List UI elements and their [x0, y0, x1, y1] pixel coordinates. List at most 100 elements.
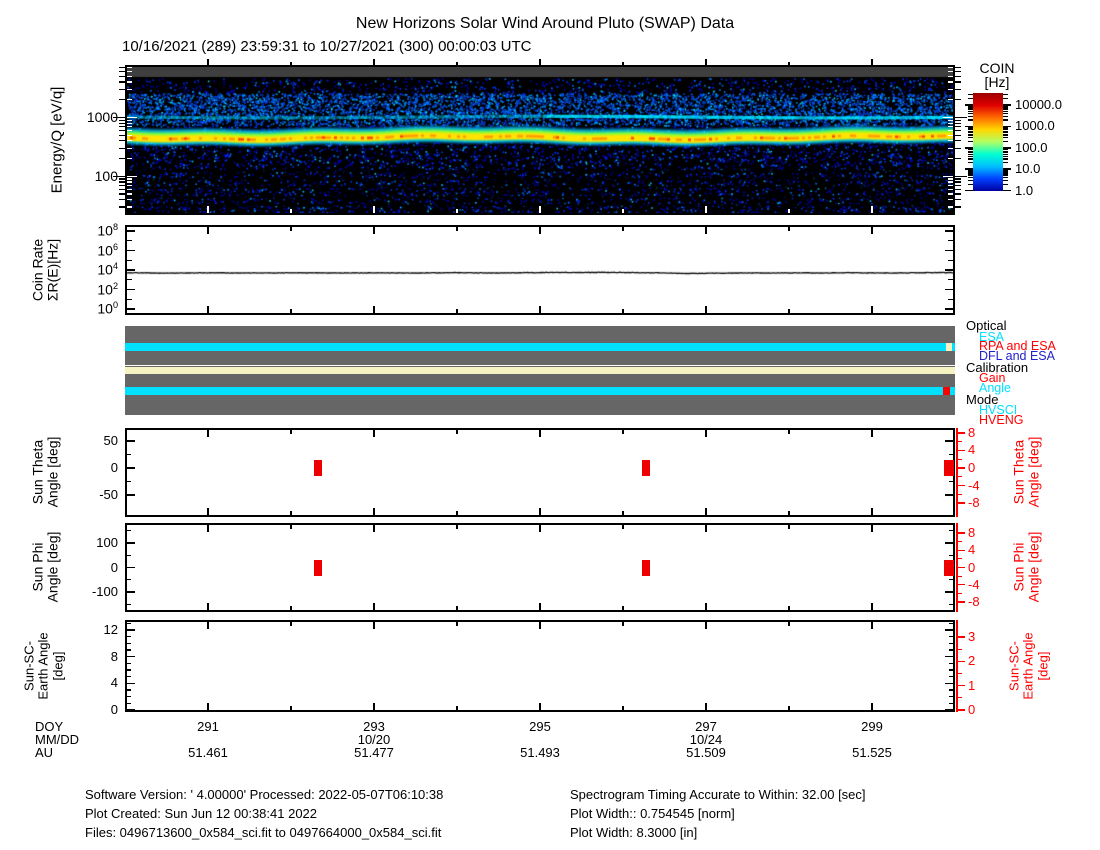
energy-tick-minor — [948, 99, 953, 101]
legend-item-label: RPA and ESA — [979, 339, 1056, 353]
energy-tick-minor — [955, 206, 961, 208]
rate-tick-minor — [127, 240, 132, 242]
x-tick-major — [207, 703, 209, 710]
colorbar-tick-minor — [1003, 97, 1008, 100]
colorbar-tick-minor — [1003, 107, 1008, 109]
coin-rate-canvas — [127, 227, 953, 313]
energy-tick-major — [955, 175, 967, 178]
energy-tick-minor — [119, 178, 125, 180]
energy-tick-minor — [955, 199, 961, 201]
data-mark-red — [314, 460, 323, 476]
red-axis-tick-major — [958, 660, 965, 663]
sun-sc-earth-axis-label: Sun-SC- Earth Angle [deg] — [22, 632, 66, 700]
angle-tick-minor — [949, 554, 953, 556]
coin-rate-axis-label-line1: Coin Rate — [29, 238, 46, 302]
sun-theta-axis-label-line2: Angle [deg] — [45, 436, 61, 508]
x-tick-major — [207, 603, 209, 610]
red-axis-tick-major — [958, 684, 965, 687]
energy-tick-minor — [955, 188, 961, 190]
energy-tick-major — [955, 116, 967, 119]
rate-tick-minor — [127, 298, 132, 300]
angle-tick-label: 100 — [96, 535, 118, 550]
angle-tick-major — [127, 494, 135, 496]
x-tick-minor — [290, 706, 292, 710]
red-axis-tick-major — [958, 532, 965, 534]
colorbar-tick-minor — [968, 107, 973, 109]
angle-tick-minor — [949, 669, 953, 671]
red-axis-tick-label: 0 — [968, 559, 976, 575]
x-tick-minor — [622, 511, 624, 515]
angle-tick-major — [127, 467, 135, 469]
spectrogram-panel — [125, 65, 955, 215]
energy-tick-minor — [955, 125, 961, 128]
colorbar-tick-minor — [1003, 119, 1008, 121]
energy-tick-minor — [955, 181, 961, 183]
red-axis-line — [956, 428, 958, 517]
status-stripe-mode — [125, 386, 955, 395]
x-tick-major — [207, 206, 209, 213]
mmdd-value: 10/24 — [689, 732, 723, 747]
red-axis-tick-minor — [958, 541, 962, 543]
x-tick-major — [207, 306, 209, 313]
red-axis-tick-minor — [958, 493, 962, 495]
rate-tick-major — [945, 308, 953, 310]
red-axis-tick-major — [958, 566, 965, 569]
colorbar-tick-minor — [1003, 94, 1008, 96]
colorbar-tick-minor — [968, 112, 973, 115]
colorbar-tick-minor — [968, 162, 973, 164]
status-stripe-optical — [125, 343, 955, 351]
red-axis-tick-minor — [958, 558, 962, 560]
angle-tick-minor — [949, 530, 953, 532]
energy-tick-minor — [127, 199, 132, 201]
x-tick-major — [539, 206, 541, 213]
energy-tick-minor — [955, 158, 961, 160]
sun-sc-earth-right-axis-label-line3: [deg] — [1035, 651, 1051, 681]
colorbar-tick-minor — [968, 130, 973, 132]
sun-sc-earth-axis-label-line2: Earth Angle — [35, 632, 51, 700]
colorbar-tick-minor — [1003, 150, 1008, 152]
energy-tick-minor — [127, 140, 132, 142]
rate-tick-major — [127, 269, 135, 271]
energy-tick-minor — [955, 122, 961, 124]
colorbar-tick-minor — [1003, 148, 1008, 150]
energy-tick-minor — [948, 122, 953, 124]
energy-tick-minor — [948, 184, 953, 186]
colorbar-tick-minor — [968, 153, 973, 155]
x-tick-minor — [788, 525, 790, 529]
sun-phi-right-axis-label-line1: Sun Phi — [1010, 542, 1027, 592]
x-tick-major — [539, 703, 541, 710]
sun-sc-earth-axis-label-line3: [deg] — [50, 651, 66, 681]
rate-tick-label: 106 — [97, 241, 118, 259]
red-axis-tick-major — [958, 502, 965, 504]
red-axis-tick-label: 4 — [968, 542, 976, 558]
x-tick-minor — [622, 61, 624, 65]
rate-tick-label: 100 — [97, 300, 118, 317]
energy-tick-minor — [955, 147, 961, 149]
colorbar-tick-major — [965, 125, 973, 128]
x-tick-major — [705, 227, 707, 234]
energy-tick-minor — [127, 181, 132, 183]
x-tick-major — [207, 59, 209, 65]
colorbar-tick-label: 1000.0 — [1015, 118, 1055, 134]
red-axis-line — [956, 523, 958, 612]
x-tick-minor — [456, 209, 458, 213]
x-tick-minor — [788, 622, 790, 626]
x-tick-major — [705, 206, 707, 213]
coin-rate-axis-label-line2: ΣR(E)[Hz] — [45, 238, 61, 302]
x-tick-major — [705, 306, 707, 313]
angle-tick-major — [945, 629, 953, 631]
legend-group-label: Optical — [966, 318, 1007, 333]
red-axis-tick-minor — [958, 441, 962, 443]
energy-tick-minor — [955, 178, 961, 180]
colorbar-tick-minor — [1003, 169, 1008, 171]
coin-rate-panel — [125, 225, 955, 315]
energy-tick-minor — [119, 129, 125, 132]
x-tick-minor — [622, 706, 624, 710]
sun-sc-earth-right-axis-label-line1: Sun-SC- — [1006, 641, 1022, 691]
angle-tick-minor — [127, 554, 131, 556]
colorbar-tick-major — [965, 104, 973, 106]
footer-timing-accuracy: Spectrogram Timing Accurate to Within: 3… — [570, 787, 866, 802]
colorbar-tick-minor — [968, 150, 973, 152]
colorbar-tick-minor — [1003, 140, 1008, 142]
